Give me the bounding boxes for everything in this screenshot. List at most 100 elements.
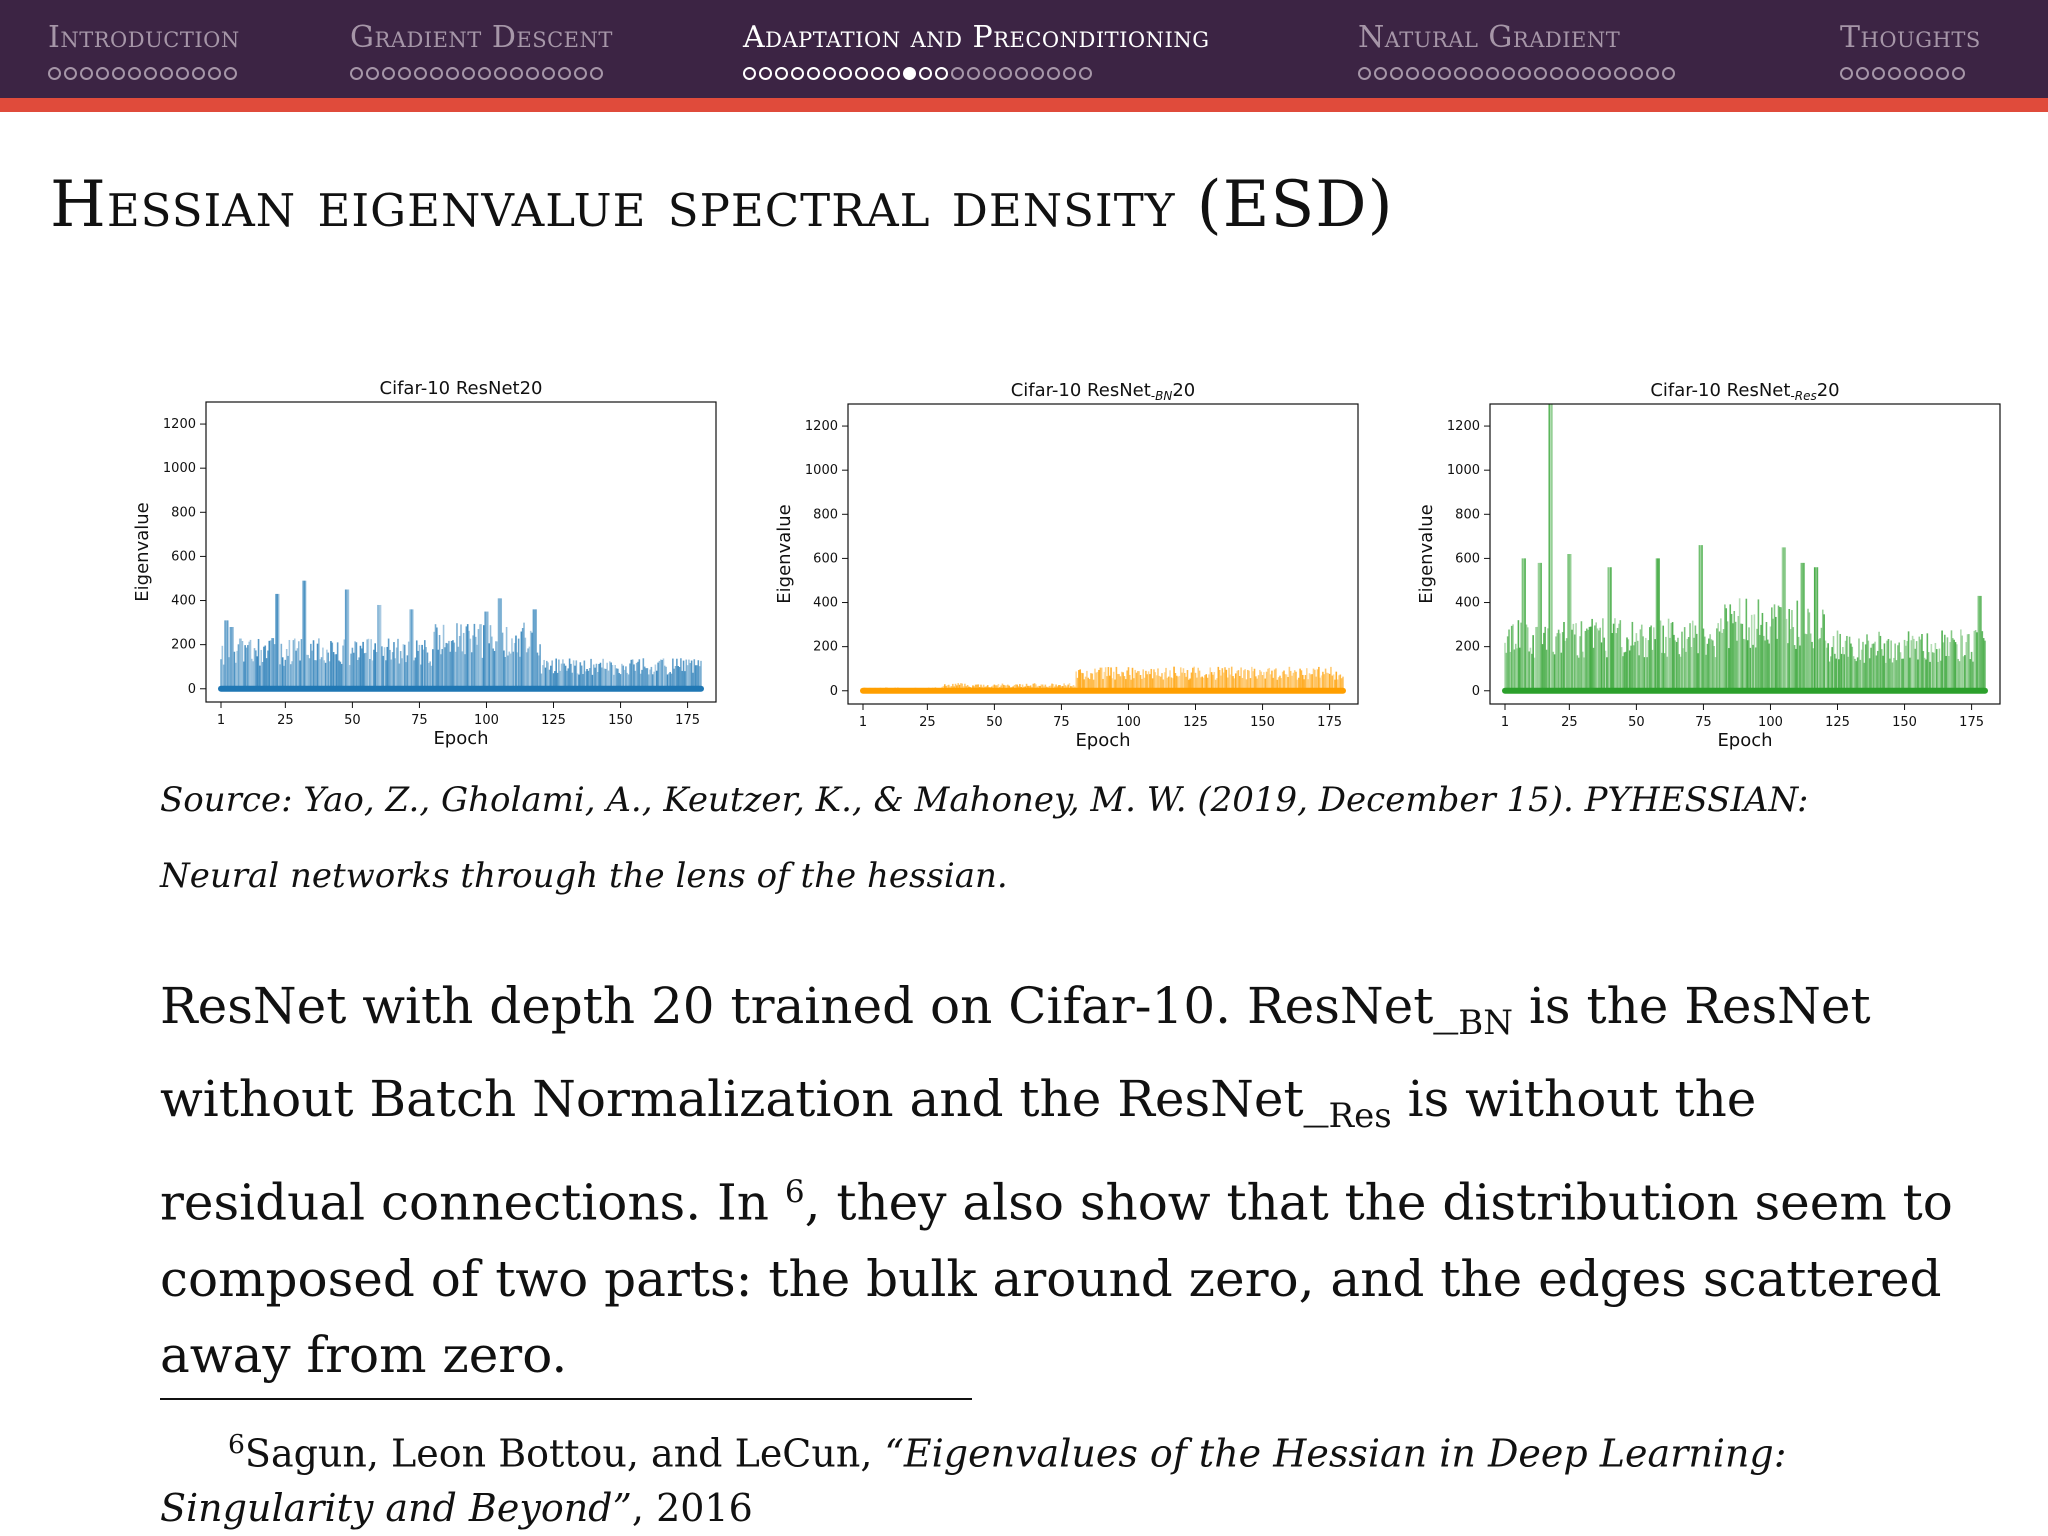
nav-frame-dot[interactable]	[1952, 67, 1965, 80]
nav-frame-dot[interactable]	[951, 67, 964, 80]
nav-frame-dot[interactable]	[1872, 67, 1885, 80]
x-tick-label: 175	[675, 713, 700, 728]
nav-frame-dot[interactable]	[192, 67, 205, 80]
nav-frame-dot[interactable]	[1486, 67, 1499, 80]
nav-frame-dot[interactable]	[1630, 67, 1643, 80]
nav-frame-dot[interactable]	[759, 67, 772, 80]
nav-frame-dots[interactable]	[48, 67, 237, 80]
nav-frame-dots[interactable]	[743, 67, 1092, 80]
nav-frame-dot[interactable]	[1936, 67, 1949, 80]
nav-frame-dot[interactable]	[1518, 67, 1531, 80]
nav-frame-dot[interactable]	[1374, 67, 1387, 80]
nav-frame-dot[interactable]	[1031, 67, 1044, 80]
nav-frame-dot[interactable]	[791, 67, 804, 80]
nav-frame-dot[interactable]	[775, 67, 788, 80]
nav-frame-dot[interactable]	[350, 67, 363, 80]
nav-frame-dot[interactable]	[1920, 67, 1933, 80]
nav-frame-dot[interactable]	[807, 67, 820, 80]
nav-frame-dot[interactable]	[1566, 67, 1579, 80]
nav-frame-dot[interactable]	[1454, 67, 1467, 80]
nav-frame-dot[interactable]	[176, 67, 189, 80]
x-tick-label: 25	[1561, 715, 1578, 730]
nav-frame-dot[interactable]	[144, 67, 157, 80]
nav-frame-dot[interactable]	[1856, 67, 1869, 80]
nav-frame-dot[interactable]	[128, 67, 141, 80]
nav-frame-dot[interactable]	[1015, 67, 1028, 80]
nav-frame-dot[interactable]	[1598, 67, 1611, 80]
body-paragraph: ResNet with depth 20 trained on Cifar-10…	[160, 968, 1960, 1393]
nav-frame-dot[interactable]	[1534, 67, 1547, 80]
nav-frame-dot[interactable]	[871, 67, 884, 80]
nav-frame-dot[interactable]	[1406, 67, 1419, 80]
nav-frame-dot[interactable]	[743, 67, 756, 80]
nav-frame-dot[interactable]	[1840, 67, 1853, 80]
nav-frame-dot[interactable]	[1582, 67, 1595, 80]
nav-frame-dot[interactable]	[48, 67, 61, 80]
nav-frame-dot[interactable]	[1438, 67, 1451, 80]
nav-frame-dot[interactable]	[1904, 67, 1917, 80]
nav-frame-dot[interactable]	[935, 67, 948, 80]
nav-frame-dot[interactable]	[112, 67, 125, 80]
nav-frame-dot[interactable]	[160, 67, 173, 80]
nav-frame-dot[interactable]	[430, 67, 443, 80]
nav-frame-dot[interactable]	[478, 67, 491, 80]
nav-frame-dot[interactable]	[919, 67, 932, 80]
nav-frame-dot[interactable]	[903, 67, 916, 80]
nav-frame-dot[interactable]	[967, 67, 980, 80]
nav-frame-dot[interactable]	[96, 67, 109, 80]
nav-frame-dot[interactable]	[1614, 67, 1627, 80]
y-tick-label: 200	[171, 638, 196, 653]
nav-frame-dots[interactable]	[1840, 67, 1965, 80]
nav-frame-dot[interactable]	[526, 67, 539, 80]
nav-frame-dot[interactable]	[542, 67, 555, 80]
nav-frame-dot[interactable]	[510, 67, 523, 80]
nav-frame-dot[interactable]	[224, 67, 237, 80]
nav-section-title[interactable]: Gradient Descent	[350, 20, 613, 55]
nav-frame-dot[interactable]	[398, 67, 411, 80]
nav-frame-dot[interactable]	[1358, 67, 1371, 80]
nav-frame-dot[interactable]	[462, 67, 475, 80]
nav-frame-dot[interactable]	[999, 67, 1012, 80]
nav-frame-dot[interactable]	[414, 67, 427, 80]
nav-frame-dot[interactable]	[446, 67, 459, 80]
nav-frame-dot[interactable]	[558, 67, 571, 80]
nav-section-title[interactable]: Introduction	[48, 20, 240, 55]
nav-frame-dots[interactable]	[350, 67, 603, 80]
nav-section-title[interactable]: Natural Gradient	[1358, 20, 1621, 55]
nav-frame-dot[interactable]	[1502, 67, 1515, 80]
nav-frame-dot[interactable]	[590, 67, 603, 80]
nav-frame-dot[interactable]	[382, 67, 395, 80]
x-axis-label: Epoch	[1717, 730, 1772, 751]
nav-frame-dot[interactable]	[1422, 67, 1435, 80]
nav-frame-dot[interactable]	[574, 67, 587, 80]
nav-frame-dot[interactable]	[1470, 67, 1483, 80]
y-tick-label: 400	[1455, 596, 1480, 611]
footnote-reference[interactable]: 6	[784, 1174, 805, 1210]
nav-frame-dot[interactable]	[1662, 67, 1675, 80]
y-tick-label: 0	[830, 684, 838, 699]
y-tick-label: 1000	[1447, 463, 1480, 478]
nav-frame-dot[interactable]	[855, 67, 868, 80]
nav-frame-dot[interactable]	[839, 67, 852, 80]
nav-frame-dot[interactable]	[983, 67, 996, 80]
nav-frame-dot[interactable]	[64, 67, 77, 80]
nav-section-title[interactable]: Adaptation and Preconditioning	[743, 20, 1210, 55]
nav-frame-dot[interactable]	[494, 67, 507, 80]
nav-frame-dot[interactable]	[1390, 67, 1403, 80]
nav-frame-dot[interactable]	[887, 67, 900, 80]
nav-frame-dot[interactable]	[1888, 67, 1901, 80]
nav-frame-dots[interactable]	[1358, 67, 1675, 80]
nav-frame-dot[interactable]	[823, 67, 836, 80]
nav-section-title[interactable]: Thoughts	[1840, 20, 1981, 55]
nav-frame-dot[interactable]	[208, 67, 221, 80]
nav-frame-dot[interactable]	[1079, 67, 1092, 80]
nav-frame-dot[interactable]	[1047, 67, 1060, 80]
plot-frame	[205, 401, 717, 703]
nav-frame-dot[interactable]	[366, 67, 379, 80]
plot-frame	[1489, 403, 2001, 705]
nav-frame-dot[interactable]	[1646, 67, 1659, 80]
nav-frame-dot[interactable]	[1550, 67, 1563, 80]
nav-frame-dot[interactable]	[80, 67, 93, 80]
nav-frame-dot[interactable]	[1063, 67, 1076, 80]
